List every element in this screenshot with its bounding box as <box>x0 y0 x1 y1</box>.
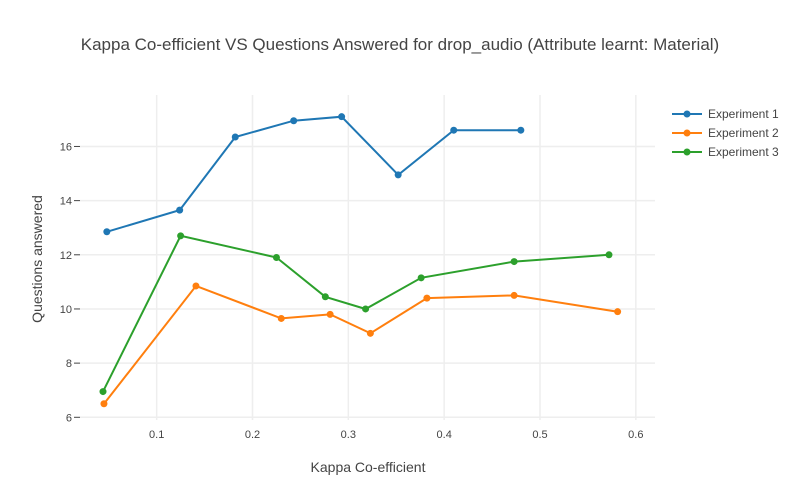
series-line <box>103 284 618 405</box>
legend-item[interactable]: Experiment 1 <box>672 107 779 121</box>
legend: Experiment 1 Experiment 2 Experiment 3 <box>672 107 779 159</box>
legend-item[interactable]: Experiment 2 <box>672 126 779 140</box>
data-point[interactable] <box>99 388 107 396</box>
y-tick-label: 6 <box>66 412 72 424</box>
series-1 <box>103 113 525 236</box>
y-axis-title: Questions answered <box>29 195 45 323</box>
data-point[interactable] <box>338 113 346 121</box>
data-point[interactable] <box>272 254 280 261</box>
data-point[interactable] <box>321 293 329 301</box>
data-point[interactable] <box>605 251 613 259</box>
x-tick-label: 0.4 <box>437 429 452 441</box>
x-tick-label: 0.5 <box>532 429 547 441</box>
series-2 <box>100 282 622 408</box>
y-tick-label: 16 <box>60 141 72 153</box>
data-point[interactable] <box>517 126 525 134</box>
data-point[interactable] <box>100 400 108 408</box>
data-point[interactable] <box>423 294 431 302</box>
legend-swatch-marker <box>683 129 691 137</box>
data-point[interactable] <box>394 171 402 179</box>
x-tick-label: 0.2 <box>245 429 260 441</box>
y-tick-label: 14 <box>60 196 72 208</box>
legend-swatch-marker <box>683 110 691 118</box>
x-tick-label: 0.3 <box>341 429 356 441</box>
axes: 0.1 0.2 0.3 0.4 0.5 0.6 6 8 10 12 14 16 <box>60 141 644 441</box>
legend-item[interactable]: Experiment 3 <box>672 145 779 159</box>
data-point[interactable] <box>177 232 185 240</box>
data-point[interactable] <box>417 274 425 282</box>
x-tick-label: 0.1 <box>149 429 164 441</box>
data-point[interactable] <box>192 282 200 290</box>
y-tick-label: 10 <box>60 304 72 316</box>
series-line <box>102 234 610 393</box>
chart-title: Kappa Co-efficient VS Questions Answered… <box>81 35 719 54</box>
legend-label: Experiment 3 <box>708 145 779 159</box>
series-3 <box>99 232 613 396</box>
data-point[interactable] <box>510 258 518 266</box>
legend-swatch-marker <box>683 148 691 156</box>
data-point[interactable] <box>326 310 334 318</box>
data-point[interactable] <box>366 329 374 337</box>
data-point[interactable] <box>290 117 298 125</box>
data-point[interactable] <box>277 314 285 322</box>
series-lines <box>99 113 622 408</box>
legend-label: Experiment 1 <box>708 107 779 121</box>
data-point[interactable] <box>362 305 370 313</box>
data-point[interactable] <box>510 291 518 299</box>
legend-label: Experiment 2 <box>708 126 779 140</box>
series-line <box>106 115 521 233</box>
data-point[interactable] <box>450 126 458 134</box>
x-tick-label: 0.6 <box>628 429 643 441</box>
y-tick-label: 8 <box>66 358 72 370</box>
data-point[interactable] <box>176 206 184 214</box>
data-point[interactable] <box>103 228 111 236</box>
data-point[interactable] <box>614 308 622 316</box>
y-tick-label: 12 <box>60 250 72 262</box>
data-point[interactable] <box>231 133 239 141</box>
x-axis-title: Kappa Co-efficient <box>311 459 426 475</box>
